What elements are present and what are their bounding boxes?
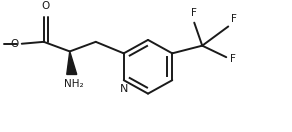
- Text: NH₂: NH₂: [64, 79, 84, 89]
- Text: O: O: [42, 1, 50, 11]
- Polygon shape: [67, 51, 77, 74]
- Text: F: F: [230, 54, 236, 64]
- Text: F: F: [191, 8, 197, 18]
- Text: O: O: [11, 39, 19, 49]
- Text: F: F: [231, 14, 237, 24]
- Text: N: N: [119, 84, 128, 94]
